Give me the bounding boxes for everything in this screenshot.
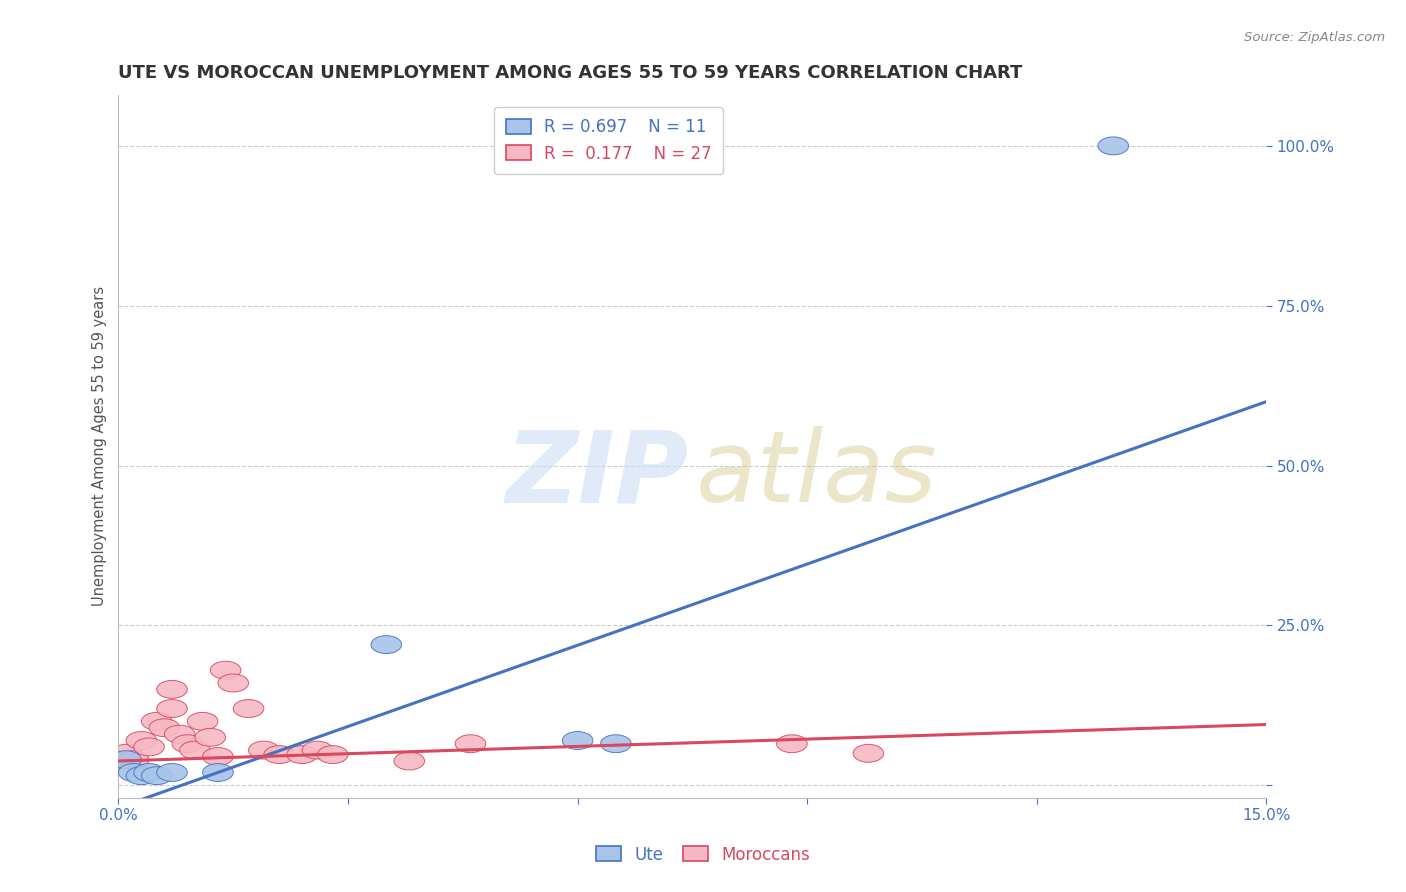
- Ellipse shape: [127, 731, 156, 749]
- Ellipse shape: [118, 764, 149, 781]
- Ellipse shape: [249, 741, 280, 759]
- Ellipse shape: [456, 735, 485, 753]
- Ellipse shape: [134, 764, 165, 781]
- Ellipse shape: [180, 741, 211, 759]
- Ellipse shape: [562, 731, 593, 749]
- Ellipse shape: [202, 764, 233, 781]
- Ellipse shape: [202, 747, 233, 765]
- Legend: Ute, Moroccans: Ute, Moroccans: [589, 839, 817, 871]
- Text: atlas: atlas: [696, 426, 938, 523]
- Ellipse shape: [302, 741, 333, 759]
- Ellipse shape: [211, 661, 240, 679]
- Ellipse shape: [394, 752, 425, 770]
- Ellipse shape: [149, 719, 180, 737]
- Text: UTE VS MOROCCAN UNEMPLOYMENT AMONG AGES 55 TO 59 YEARS CORRELATION CHART: UTE VS MOROCCAN UNEMPLOYMENT AMONG AGES …: [118, 64, 1022, 82]
- Ellipse shape: [156, 764, 187, 781]
- Ellipse shape: [371, 636, 402, 654]
- Ellipse shape: [1098, 137, 1129, 155]
- Ellipse shape: [111, 751, 142, 769]
- Ellipse shape: [156, 699, 187, 717]
- Ellipse shape: [853, 744, 884, 763]
- Text: Source: ZipAtlas.com: Source: ZipAtlas.com: [1244, 31, 1385, 45]
- Ellipse shape: [172, 735, 202, 753]
- Ellipse shape: [165, 725, 195, 743]
- Text: ZIP: ZIP: [506, 426, 689, 523]
- Ellipse shape: [142, 713, 172, 731]
- Legend: R = 0.697    N = 11, R =  0.177    N = 27: R = 0.697 N = 11, R = 0.177 N = 27: [494, 106, 724, 174]
- Ellipse shape: [127, 767, 156, 785]
- Ellipse shape: [600, 735, 631, 753]
- Ellipse shape: [233, 699, 264, 717]
- Ellipse shape: [318, 746, 349, 764]
- Ellipse shape: [218, 674, 249, 692]
- Ellipse shape: [195, 729, 225, 747]
- Ellipse shape: [134, 738, 165, 756]
- Ellipse shape: [111, 744, 142, 763]
- Ellipse shape: [156, 681, 187, 698]
- Y-axis label: Unemployment Among Ages 55 to 59 years: Unemployment Among Ages 55 to 59 years: [93, 286, 107, 607]
- Ellipse shape: [103, 751, 134, 769]
- Ellipse shape: [287, 746, 318, 764]
- Ellipse shape: [118, 751, 149, 769]
- Ellipse shape: [142, 767, 172, 785]
- Ellipse shape: [776, 735, 807, 753]
- Ellipse shape: [187, 713, 218, 731]
- Ellipse shape: [264, 746, 294, 764]
